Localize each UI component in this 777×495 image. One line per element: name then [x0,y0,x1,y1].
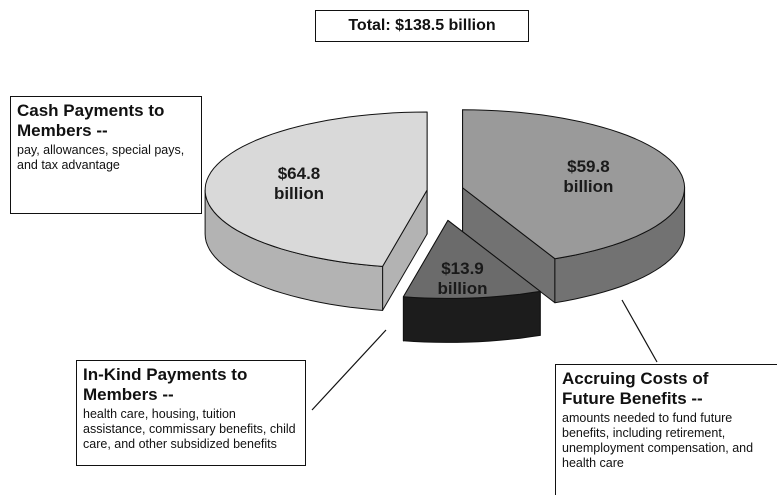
data-label: $13.9 billion [437,259,488,299]
leader-line [621,299,658,363]
data-label: $59.8 billion [563,156,614,196]
category-description: amounts needed to fund future benefits, … [562,411,754,470]
category-description: pay, allowances, special pays, and tax a… [17,143,185,172]
pie-slice [204,111,428,311]
category-label: Cash Payments to Members -- [17,101,165,140]
pie-slice [462,109,686,304]
category-label: Accruing Costs of Future Benefits -- [562,369,709,408]
category-label: In-Kind Payments to Members -- [83,365,248,404]
chart-title: Total: $138.5 billion [315,10,529,42]
slice-top [204,111,428,267]
data-label: $64.8 billion [273,163,324,203]
legend-box: Accruing Costs of Future Benefits -- amo… [555,364,777,495]
slice-top [402,219,541,299]
legend-box: Cash Payments to Members -- pay, allowan… [10,96,202,214]
category-description: health care, housing, tuition assistance… [83,407,296,451]
leader-line [311,329,387,411]
slice-top [462,109,686,260]
pie-slice [402,219,541,343]
legend-box: In-Kind Payments to Members -- health ca… [76,360,306,466]
